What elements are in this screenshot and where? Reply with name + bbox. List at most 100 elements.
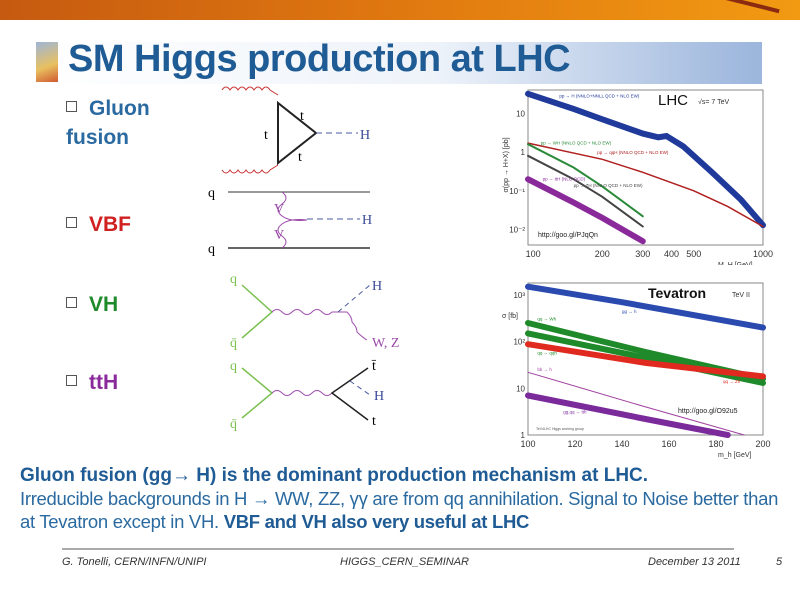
label-t: t [372,414,376,429]
x-tick-label: 120 [567,439,582,449]
bullet-label: ttH [89,371,119,394]
series-label: gg → h [622,309,637,314]
y-tick-label: 10⁻² [509,226,525,235]
series-line-5 [525,392,731,438]
series-line-1 [527,142,764,228]
series-label: qq → Wh [537,316,556,321]
x-tick-label: 160 [661,439,676,449]
series-label: pp → WH (NNLO QCD + NLO EW) [541,141,612,146]
url-annotation: http://goo.gl/PJqQn [538,232,598,239]
label-q: q [230,272,237,287]
bullet-vbf: VBF [66,210,131,239]
x-tick-label: 100 [526,249,541,259]
label-t: t [264,128,268,143]
series-line-4 [525,176,646,245]
y-tick-label: 1 [521,431,526,440]
y-axis-label: σ(pp → H+X) [pb] [503,137,510,192]
label-t: t [300,109,304,124]
bullet-label: Gluon fusion [66,97,150,149]
x-tick-label: 400 [664,249,679,259]
label-v: V [274,228,284,243]
y-tick-label: 10³ [513,291,525,300]
y-tick-label: 10 [516,384,525,393]
label-v: V [274,202,284,217]
tth-diagram: q q̄ t̄ Ht [230,359,384,432]
lhc-cross-section-plot: 100 200 300 400 500 1000 10 1 10⁻¹ 10⁻² pp → H (NN… [503,89,773,265]
series-label: qq → qqh [537,350,557,355]
slide-header-bar [0,0,800,20]
label-qbar: q̄ [230,336,237,351]
label-h: H [372,279,382,294]
x-tick-label: 140 [614,439,629,449]
gluon-fusion-diagram: t t t H [221,86,370,174]
series-label: pp → H (NNLO+NNLL QCD + NLO EW) [559,93,640,98]
chart-subtitle: √s= 7 TeV [698,98,729,106]
cms-logo [36,42,58,82]
checkbox-bullet-icon [66,297,77,308]
summary-body: Irreducible backgrounds in H → WW, ZZ, γ… [20,488,779,532]
footer-event: HIGGS_CERN_SEMINAR [340,556,469,568]
series-line-3 [525,341,766,380]
label-qbar: q̄ [230,417,237,432]
x-tick-label: 1000 [753,249,773,259]
series-label: pp → ttH (NLO QCD) [543,177,586,182]
plot-frame [527,89,764,246]
summary-emphasis: VBF and VH also very useful at LHC [223,511,530,532]
series-label: qq → Zh [723,379,741,384]
series-line-4 [527,371,745,436]
label-h: H [362,213,372,228]
label-q: q [208,242,215,257]
label-q: q [208,186,215,201]
x-axis-label: m_h [GeV] [718,452,752,459]
chart-credit: TeV4LHC Higgs working group [536,427,584,431]
footer-date: December 13 2011 [648,556,741,568]
series-label: gg,qq → tth [563,410,587,415]
bullet-gluon-fusion: Gluon fusion [66,94,196,152]
summary-headline: Gluon fusion (gg→ H) is the dominant pro… [20,465,649,486]
series-line-2 [527,143,644,218]
label-q: q [230,359,237,374]
x-tick-label: 300 [635,249,650,259]
bullet-tth: ttH [66,368,118,397]
x-tick-label: 200 [595,249,610,259]
series-label: pp → ZH (NNLO QCD + NLO EW) [574,183,643,188]
y-tick-label: 1 [521,148,526,157]
series-label: bb → h [537,367,552,372]
bullet-label: VH [89,293,119,316]
chart-title: LHC [658,92,688,109]
label-h: H [360,128,370,143]
checkbox-bullet-icon [66,375,77,386]
slide-title: SM Higgs production at LHC [68,38,571,80]
summary-text: Gluon fusion (gg→ H) is the dominant pro… [20,464,790,533]
url-annotation: http://goo.gl/O92u5 [678,408,738,415]
x-axis-label: M_H [GeV] [718,262,753,265]
x-tick-label: 180 [708,439,723,449]
series-line-0 [525,90,766,229]
title-band [36,42,762,84]
series-line-3 [527,154,644,228]
footer-author: G. Tonelli, CERN/INFN/UNIPI [62,556,207,568]
y-tick-label: 10 [516,109,525,118]
series-line-0 [525,283,766,331]
x-tick-label: 500 [686,249,701,259]
x-tick-label: 100 [520,439,535,449]
checkbox-bullet-icon [66,101,77,112]
y-tick-label: 10⁻¹ [509,187,525,196]
label-h: H [374,389,384,404]
page-number: 5 [776,556,783,568]
y-axis-label: σ [fb] [502,313,518,320]
tevatron-cross-section-plot: 100 120 140 160 180 200 10³ 10² 10 1 gg → h qq → Wh… [502,282,771,459]
footer-divider [62,548,734,550]
series-label: pp → qqH (NNLO QCD + NLO EW) [597,150,669,155]
feynman-diagrams: ttt H qq VV H qq̄ HW, Z qq̄ t̄Ht [208,86,399,432]
chart-subtitle: TeV II [732,292,750,299]
vbf-diagram: q q VV H [208,186,372,257]
y-tick-label: 10² [513,338,525,347]
label-t: t [298,150,302,165]
chart-title: Tevatron [648,285,706,301]
x-tick-label: 200 [755,439,770,449]
checkbox-bullet-icon [66,217,77,228]
bullet-vh: VH [66,290,118,319]
label-tbar: t̄ [371,359,377,374]
vh-diagram: q q̄ H W, Z [230,272,399,351]
